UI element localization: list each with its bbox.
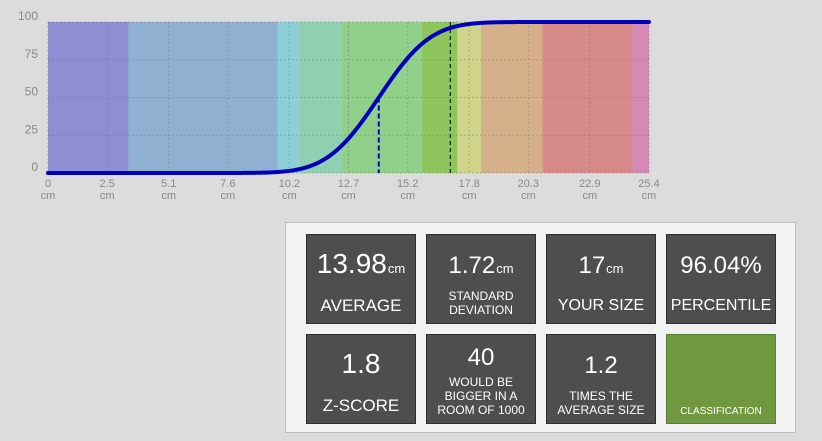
- stats-panel: 13.98cm AVERAGE 1.72cm STANDARD DEVIATIO…: [285, 222, 796, 433]
- band-8: [542, 22, 633, 173]
- x-tick-unit: cm: [41, 190, 56, 202]
- average-label: AVERAGE: [320, 296, 402, 315]
- x-tick-unit: cm: [642, 190, 657, 202]
- x-tick-label: 10.2: [279, 178, 300, 190]
- x-tick-label: 25.4: [638, 178, 659, 190]
- z-score-tile: 1.8 Z-SCORE: [306, 334, 416, 424]
- z-score-value: 1.8: [341, 348, 381, 379]
- y-tick-label: 0: [31, 160, 38, 174]
- y-axis-ticks: 0 25 50 75 100: [18, 9, 38, 174]
- times-average-value: 1.2: [584, 352, 618, 379]
- z-score-label: Z-SCORE: [322, 396, 400, 415]
- band-1: [128, 22, 278, 173]
- x-tick-label: 20.3: [518, 178, 539, 190]
- x-tick-label: 15.2: [397, 178, 418, 190]
- your-size-label: YOUR SIZE: [557, 297, 645, 314]
- band-3: [298, 22, 342, 173]
- x-tick-label: 5.1: [161, 178, 176, 190]
- band-6: [457, 22, 482, 173]
- y-tick-label: 100: [18, 9, 38, 23]
- x-tick-unit: cm: [282, 190, 297, 202]
- std-dev-label-2: DEVIATION: [449, 303, 513, 317]
- percentile-label: PERCENTILE: [670, 297, 772, 314]
- bigger-count-tile: 40 WOULD BE BIGGER IN A ROOM OF 1000: [426, 334, 536, 424]
- classification-label: CLASSIFICATION: [680, 406, 762, 417]
- x-tick-unit: cm: [100, 190, 115, 202]
- classification-tile: CLASSIFICATION: [666, 334, 776, 424]
- x-tick-label: 2.5: [100, 178, 115, 190]
- std-dev-value: 1.72cm: [448, 252, 514, 279]
- bigger-count-value: 40: [467, 344, 495, 371]
- y-tick-label: 25: [25, 122, 39, 136]
- bigger-label-3: ROOM OF 1000: [437, 403, 525, 417]
- band-4: [341, 22, 422, 173]
- std-dev-tile: 1.72cm STANDARD DEVIATION: [426, 234, 536, 324]
- percentile-value: 96.04%: [680, 252, 762, 279]
- x-tick-label: 22.9: [579, 178, 600, 190]
- x-tick-label: 7.6: [220, 178, 235, 190]
- x-tick-label: 17.8: [458, 178, 479, 190]
- band-5: [421, 22, 458, 173]
- x-tick-unit: cm: [220, 190, 235, 202]
- std-dev-label-1: STANDARD: [448, 289, 514, 303]
- cumulative-curve: [46, 20, 651, 175]
- bigger-label-2: BIGGER IN A: [444, 389, 518, 403]
- times-average-label-1: TIMES THE: [569, 389, 633, 403]
- bigger-label-1: WOULD BE: [448, 375, 513, 389]
- x-tick-unit: cm: [400, 190, 415, 202]
- x-tick-label: 12.7: [338, 178, 359, 190]
- times-average-label-2: AVERAGE SIZE: [557, 403, 645, 417]
- band-9: [632, 22, 649, 173]
- chart-color-bands: [48, 22, 649, 173]
- band-7: [481, 22, 543, 173]
- x-tick-unit: cm: [583, 190, 598, 202]
- average-value: 13.98cm: [316, 248, 406, 279]
- average-tile: 13.98cm AVERAGE: [306, 234, 416, 324]
- y-tick-label: 50: [25, 85, 39, 99]
- x-axis-ticks: 0cm2.5cm5.1cm7.6cm10.2cm12.7cm15.2cm17.8…: [41, 178, 660, 202]
- times-average-tile: 1.2 TIMES THE AVERAGE SIZE: [546, 334, 656, 424]
- band-2: [277, 22, 299, 173]
- x-tick-unit: cm: [161, 190, 176, 202]
- band-0: [48, 22, 129, 173]
- your-size-value: 17cm: [578, 252, 624, 279]
- your-size-tile: 17cm YOUR SIZE: [546, 234, 656, 324]
- x-tick-label: 0: [45, 178, 51, 190]
- y-tick-label: 75: [25, 47, 39, 61]
- x-tick-unit: cm: [462, 190, 477, 202]
- percentile-tile: 96.04% PERCENTILE: [666, 234, 776, 324]
- chart-markers: [377, 22, 451, 173]
- x-tick-unit: cm: [341, 190, 356, 202]
- x-tick-unit: cm: [521, 190, 536, 202]
